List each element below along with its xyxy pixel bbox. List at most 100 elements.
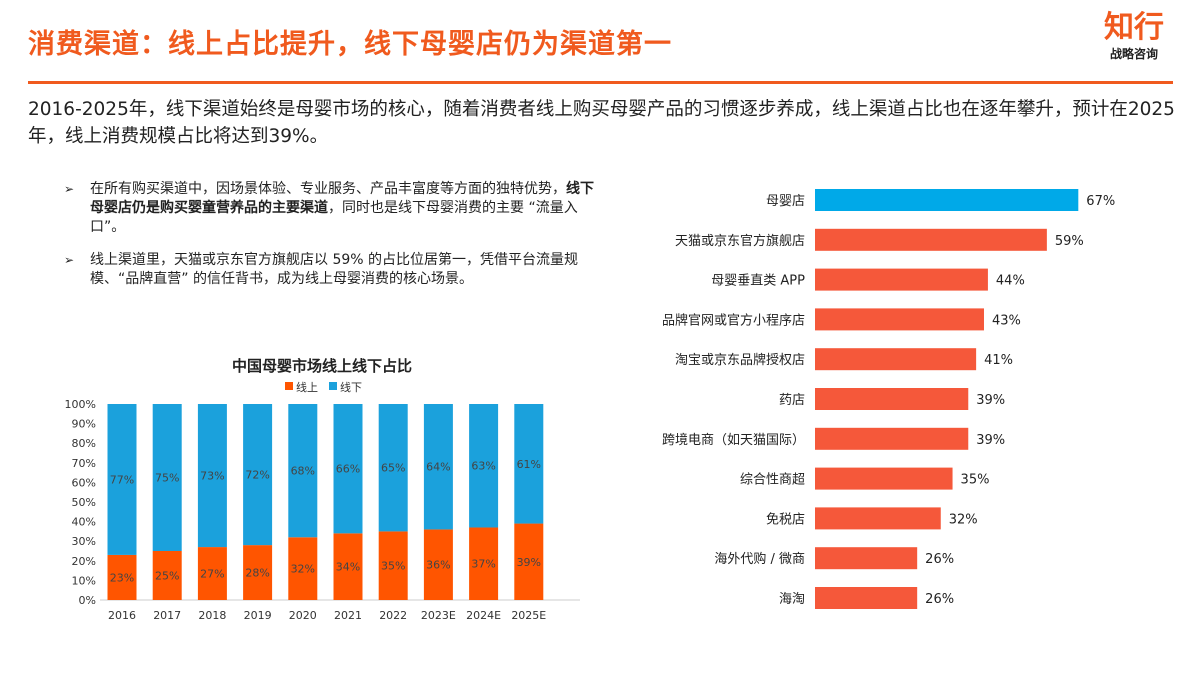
data-label: 75% (155, 472, 179, 485)
data-label: 44% (996, 274, 1025, 289)
data-label: 25% (155, 570, 179, 583)
data-label: 26% (925, 592, 954, 607)
data-label: 61% (517, 458, 541, 471)
bar-segment (378, 531, 408, 600)
x-tick-label: 2021 (334, 609, 362, 622)
bar-segment (378, 404, 408, 532)
category-label: 综合性商超 (740, 473, 805, 488)
data-label: 39% (517, 556, 541, 569)
data-label: 32% (949, 512, 978, 527)
category-label: 母婴店 (766, 194, 805, 209)
bar (815, 228, 1047, 251)
category-label: 母婴垂直类 APP (711, 274, 805, 289)
category-label: 品牌官网或官方小程序店 (662, 312, 805, 328)
bar-segment (152, 551, 182, 600)
category-label: 药店 (779, 393, 805, 408)
y-tick-label: 40% (72, 516, 96, 529)
arrow-bullet-icon: ➢ (64, 253, 75, 267)
x-tick-label: 2022 (379, 609, 407, 622)
category-label: 天猫或京东官方旗舰店 (675, 233, 805, 249)
arrow-bullet-icon: ➢ (64, 182, 75, 196)
bar-segment (288, 404, 318, 538)
bar-segment (514, 523, 544, 600)
data-label: 36% (426, 559, 450, 572)
page-title: 消费渠道：线上占比提升，线下母婴店仍为渠道第一 (28, 29, 672, 60)
bar (815, 427, 969, 450)
y-tick-label: 80% (72, 437, 96, 450)
bullet-bold-text: 线下母婴店仍是购买婴童营养品的主要渠道 (90, 181, 594, 216)
bullet-list: ➢ 在所有购买渠道中，因场景体验、专业服务、产品丰富度等方面的独特优势，线下母婴… (62, 180, 602, 303)
data-label: 41% (984, 353, 1013, 368)
x-tick-label: 2023E (421, 609, 456, 622)
bar-segment (197, 404, 227, 548)
x-tick-label: 2019 (244, 609, 272, 622)
bar-segment (197, 547, 227, 600)
logo-sub: 战略咨询 (1109, 47, 1158, 61)
bar-segment (333, 404, 363, 534)
data-label: 72% (245, 469, 269, 482)
bullet-item: ➢ 在所有购买渠道中，因场景体验、专业服务、产品丰富度等方面的独特优势，线下母婴… (62, 180, 602, 237)
y-tick-label: 0% (79, 594, 96, 607)
data-label: 67% (1086, 194, 1115, 209)
logo: 知行 战略咨询 (1094, 10, 1174, 62)
bar-segment (107, 404, 137, 555)
y-tick-label: 70% (72, 457, 96, 470)
category-label: 免税店 (766, 512, 805, 527)
y-tick-label: 30% (72, 535, 96, 548)
legend-swatch (329, 382, 337, 390)
data-label: 43% (992, 313, 1021, 328)
data-label: 26% (925, 552, 954, 567)
legend-swatch (285, 382, 293, 390)
bar-segment (423, 404, 453, 530)
data-label: 66% (336, 463, 360, 476)
bullet-text-end: ，同时也是线下母婴消费的主要 “流量入口”。 (90, 200, 578, 235)
x-tick-label: 2017 (153, 609, 181, 622)
bar-segment (333, 533, 363, 600)
category-label: 淘宝或京东品牌授权店 (675, 352, 805, 368)
data-label: 77% (110, 473, 134, 486)
x-tick-label: 2025E (511, 609, 546, 622)
logo-main: 知行 (1104, 10, 1164, 45)
intro-text: 2016-2025年，线下渠道始终是母婴市场的核心，随着消费者线上购买母婴产品的… (28, 99, 1175, 147)
bar (815, 388, 969, 410)
bar-segment (243, 545, 273, 600)
bar-segment (514, 404, 544, 524)
data-label: 39% (976, 393, 1005, 408)
category-label: 海外代购 / 微商 (714, 551, 805, 567)
data-label: 27% (200, 568, 224, 581)
data-label: 34% (336, 561, 360, 574)
bar (815, 467, 953, 490)
title-divider (28, 81, 1173, 84)
x-tick-label: 2024E (466, 609, 501, 622)
data-label: 39% (976, 433, 1005, 448)
y-tick-label: 100% (65, 398, 96, 411)
category-label: 海淘 (779, 592, 805, 607)
data-label: 65% (381, 462, 405, 475)
data-label: 32% (291, 563, 315, 576)
data-label: 37% (471, 558, 495, 571)
data-label: 68% (291, 465, 315, 478)
data-label: 28% (245, 567, 269, 580)
bullet-item: ➢ 线上渠道里，天猫或京东官方旗舰店以 59% 的占比位居第一，凭借平台流量规模… (62, 251, 602, 289)
data-label: 35% (381, 560, 405, 573)
data-label: 35% (961, 473, 990, 488)
bar (815, 348, 977, 371)
bar-segment (469, 527, 499, 600)
y-tick-label: 20% (72, 555, 96, 568)
bar-segment (288, 537, 318, 600)
bar-segment (423, 529, 453, 600)
category-label: 跨境电商（如天猫国际） (662, 432, 805, 448)
bar-segment (469, 404, 499, 528)
bullet-text: 线上渠道里，天猫或京东官方旗舰店以 59% 的占比位居第一，凭借平台流量规模、“… (90, 252, 579, 287)
bar (815, 268, 988, 291)
x-tick-label: 2018 (198, 609, 226, 622)
y-tick-label: 60% (72, 476, 96, 489)
bullet-text: 在所有购买渠道中，因场景体验、专业服务、产品丰富度等方面的独特优势， (90, 181, 566, 197)
y-tick-label: 10% (72, 574, 96, 587)
bar-segment (107, 554, 137, 600)
bar (815, 507, 941, 530)
bar (815, 547, 918, 570)
x-tick-label: 2016 (108, 609, 136, 622)
data-label: 23% (110, 571, 134, 584)
